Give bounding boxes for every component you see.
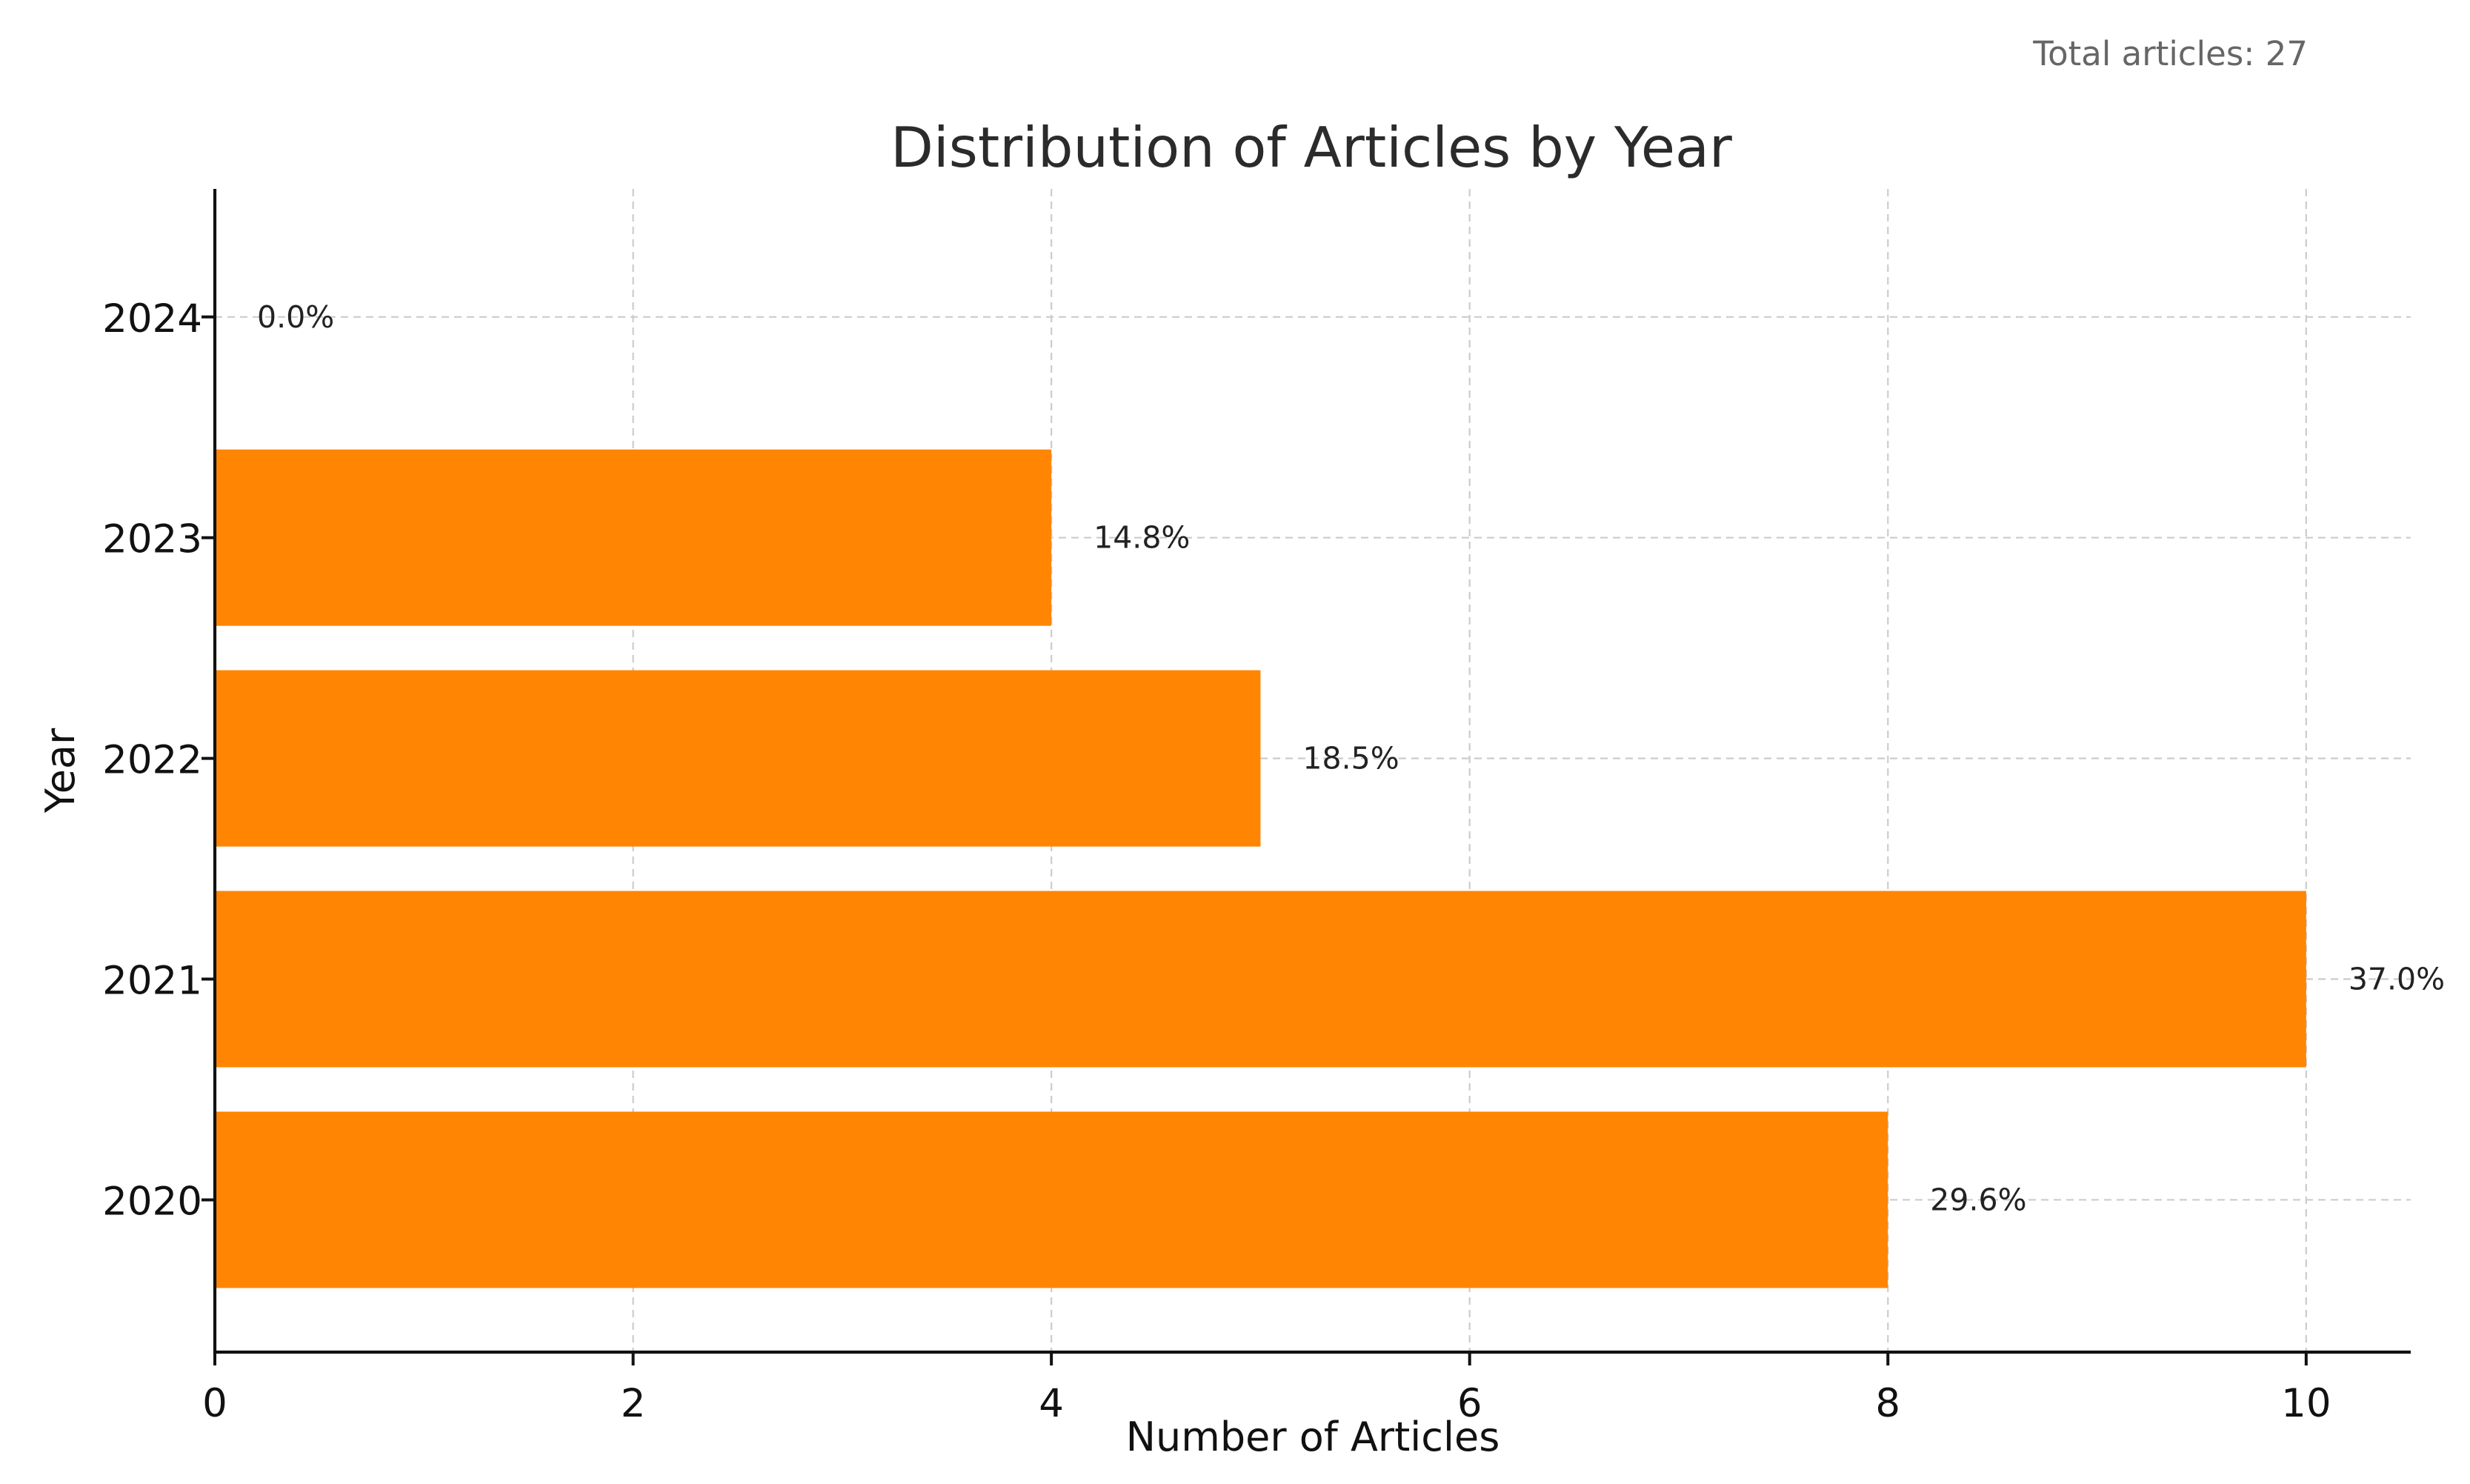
y-tick-label-2023: 2023 xyxy=(102,517,202,562)
data-label-2023: 14.8% xyxy=(1093,520,1190,556)
x-tick-label: 6 xyxy=(1457,1381,1482,1426)
chart-title: Distribution of Articles by Year xyxy=(891,115,1732,180)
data-label-2022: 18.5% xyxy=(1302,741,1399,776)
ticks: 0 2 4 6 8 10 2020 2021 2022 2023 2024 xyxy=(102,296,2331,1426)
y-tick-label-2020: 2020 xyxy=(102,1179,202,1224)
axes xyxy=(213,189,2411,1354)
y-tick-label-2021: 2021 xyxy=(102,959,202,1004)
data-label-2020: 29.6% xyxy=(1930,1182,2026,1217)
bar-2020 xyxy=(215,1111,1888,1288)
bar-2023 xyxy=(215,449,1052,626)
bar-2022 xyxy=(215,670,1261,847)
y-tick-label-2022: 2022 xyxy=(102,738,202,783)
x-tick-label: 8 xyxy=(1875,1381,1900,1426)
x-tick-label: 4 xyxy=(1039,1381,1064,1426)
y-tick-label-2024: 2024 xyxy=(102,296,202,342)
data-label-2024: 0.0% xyxy=(257,299,334,335)
y-axis-label: Year xyxy=(37,728,84,813)
data-labels: 29.6% 37.0% 18.5% 14.8% 0.0% xyxy=(257,299,2445,1218)
x-tick-label: 0 xyxy=(202,1381,227,1426)
x-axis-label: Number of Articles xyxy=(1126,1414,1500,1460)
x-tick-label: 2 xyxy=(621,1381,646,1426)
total-articles-note: Total articles: 27 xyxy=(2032,34,2308,73)
bar-2021 xyxy=(215,891,2306,1068)
bars xyxy=(215,449,2306,1288)
data-label-2021: 37.0% xyxy=(2349,962,2445,997)
x-tick-label: 10 xyxy=(2281,1381,2331,1426)
